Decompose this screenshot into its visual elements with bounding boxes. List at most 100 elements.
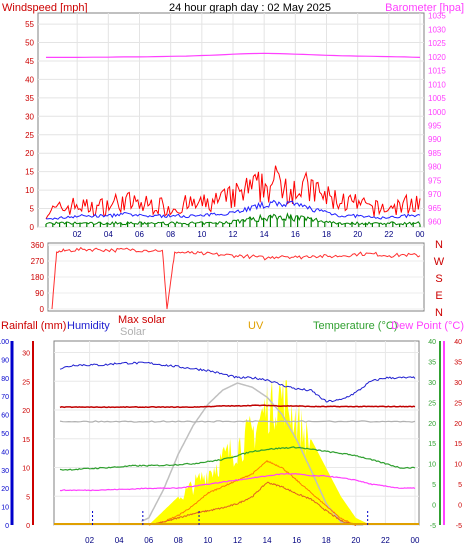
barometer-ticks: 960 965 970 975 980 985 990 995 1000 1005 1010 1015… (428, 12, 446, 227)
temperature-tick-label: 40 (428, 339, 436, 346)
dewpoint-tick-label: 5 (458, 482, 462, 489)
weather-x-tick-label: 12 (233, 536, 242, 545)
wind-tick-label: 40 (25, 75, 34, 84)
compass-label: N (435, 307, 443, 319)
humidity-tick-label: 50 (1, 431, 9, 438)
dewpoint-tick-label: 30 (454, 380, 462, 387)
temperature-tick-label: 35 (428, 359, 436, 366)
barometer-line (46, 52, 421, 59)
temperature-line (59, 446, 416, 471)
humidity-axis-title: Humidity (67, 320, 110, 332)
compass-label: W (434, 256, 445, 268)
barometer-tick-label: 1020 (428, 53, 446, 62)
weather-x-tick-label: 02 (85, 536, 94, 545)
weather-x-tick-label: 08 (174, 536, 183, 545)
humidity-line (59, 361, 416, 403)
compass-label: E (435, 290, 442, 302)
barometer-tick-label: 985 (428, 149, 442, 158)
dewpoint-tick-label: 25 (454, 400, 462, 407)
dewpoint-tick-label: 35 (454, 359, 462, 366)
humidity-tick-label: 10 (1, 505, 9, 512)
direction-tick-label: 0 (40, 305, 45, 314)
wind-tick-label: 0 (30, 223, 35, 232)
temperature-tick-label: 25 (428, 400, 436, 407)
barometer-tick-label: 960 (428, 218, 442, 227)
barometer-tick-label: 990 (428, 135, 442, 144)
weather-x-tick-label: 00 (411, 536, 420, 545)
dewpoint-tick-label: -5 (456, 523, 462, 530)
wind-tick-label: 55 (25, 20, 34, 29)
barometer-tick-label: 980 (428, 163, 442, 172)
barometer-tick-label: 1035 (428, 12, 446, 21)
humidity-tick-label: 90 (1, 357, 9, 364)
weather-x-ticks: 02 04 06 08 10 12 14 16 18 20 22 00 (85, 536, 420, 545)
dewpoint-tick-label: 0 (458, 503, 462, 510)
wind-x-tick-label: 14 (260, 230, 269, 239)
wind-x-tick-label: 04 (104, 230, 113, 239)
temperature-tick-label: -5 (430, 523, 436, 530)
rainfall-tick-label: 5 (26, 494, 30, 501)
dewpoint-axis-title: Dew Point (°C) (391, 320, 464, 332)
weather-x-tick-label: 10 (203, 536, 212, 545)
temperature-tick-label: 30 (428, 380, 436, 387)
solar-trace-line (148, 481, 357, 527)
wind-left-ticks: 0 5 10 15 20 25 30 35 40 45 50 55 (25, 20, 34, 232)
barometer-tick-label: 1000 (428, 108, 446, 117)
barometer-tick-label: 995 (428, 121, 442, 130)
wind-tick-label: 45 (25, 57, 34, 66)
humidity-tick-label: 20 (1, 486, 9, 493)
wind-x-tick-label: 12 (229, 230, 238, 239)
humidity-tick-label: 0 (5, 523, 9, 530)
compass-label: S (435, 273, 442, 285)
humidity-tick-label: 60 (1, 413, 9, 420)
direction-tick-label: 360 (31, 241, 45, 250)
wind-panel-frame (37, 12, 425, 228)
temperature-tick-label: 5 (432, 482, 436, 489)
uv-axis-title: UV (248, 320, 264, 332)
wind-tick-label: 5 (30, 205, 35, 214)
barometer-tick-label: 1005 (428, 94, 446, 103)
weather-x-tick-label: 20 (351, 536, 360, 545)
wind-tick-label: 35 (25, 94, 34, 103)
direction-series (51, 246, 421, 310)
wind-x-tick-label: 18 (322, 230, 331, 239)
weather-axes: 0102030405060708090100051015202530-50510… (0, 339, 462, 530)
rainfall-tick-label: 10 (22, 466, 30, 473)
wind-x-tick-label: 00 (416, 230, 425, 239)
wind-x-tick-label: 02 (73, 230, 82, 239)
wind-tick-label: 15 (25, 168, 34, 177)
barometer-tick-label: 1030 (428, 25, 446, 34)
humidity-tick-label: 30 (1, 468, 9, 475)
wind-x-ticks: 02 04 06 08 10 12 14 16 18 20 22 00 (73, 230, 425, 239)
dewpoint-tick-label: 40 (454, 339, 462, 346)
wind-low-line (45, 212, 421, 226)
wind-x-tick-label: 06 (135, 230, 144, 239)
max-solar-label: Max solar (118, 314, 166, 326)
humidity-tick-label: 100 (0, 339, 9, 346)
wind-direction-line (51, 246, 421, 310)
barometer-tick-label: 975 (428, 176, 442, 185)
humidity-tick-label: 80 (1, 376, 9, 383)
compass-label: N (435, 239, 443, 251)
temperature-tick-label: 0 (432, 503, 436, 510)
wind-x-tick-label: 16 (291, 230, 300, 239)
temperature-tick-label: 20 (428, 421, 436, 428)
direction-tick-label: 180 (31, 273, 45, 282)
direction-tick-label: 90 (35, 289, 44, 298)
wind-x-tick-label: 10 (197, 230, 206, 239)
barometer-tick-label: 1025 (428, 39, 446, 48)
wind-x-tick-label: 22 (384, 230, 393, 239)
wind-tick-label: 10 (25, 186, 34, 195)
weather-x-tick-label: 04 (115, 536, 124, 545)
weather-x-tick-label: 16 (292, 536, 301, 545)
direction-ticks: 360 270 180 90 0 (31, 241, 45, 314)
weather-x-tick-label: 22 (381, 536, 390, 545)
rainfall-tick-label: 20 (22, 408, 30, 415)
rainfall-tick-label: 15 (22, 437, 30, 444)
wind-tick-label: 50 (25, 39, 34, 48)
wind-average-line (45, 199, 421, 220)
solar-baseline-line (59, 420, 416, 423)
dewpoint-line (59, 472, 416, 492)
